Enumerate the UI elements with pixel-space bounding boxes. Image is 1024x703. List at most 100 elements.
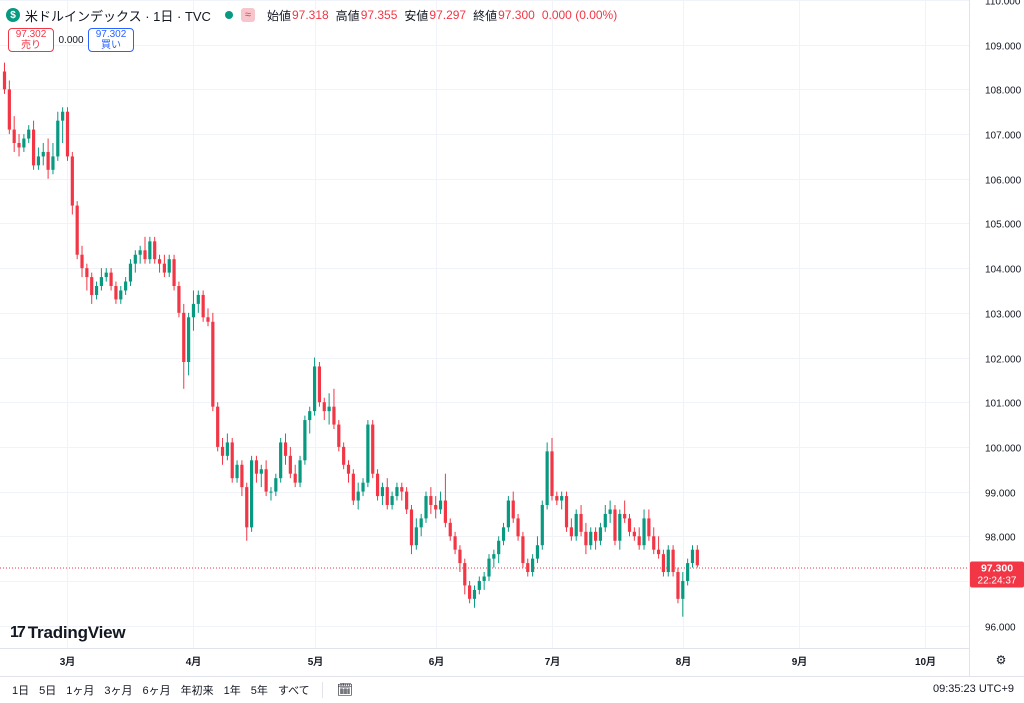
candle-body <box>671 549 675 573</box>
symbol-title[interactable]: 米ドルインデックス · 1日 · TVC <box>25 8 211 24</box>
candle-body <box>177 286 181 313</box>
candle-body <box>36 156 41 166</box>
candle-body <box>681 580 685 599</box>
candle-body <box>167 259 171 273</box>
candle <box>327 393 331 425</box>
candle-body <box>686 563 690 581</box>
last-price-value: 97.300 <box>981 563 1013 575</box>
candle-body <box>468 585 472 599</box>
candle <box>153 236 157 264</box>
candle-body <box>153 241 157 260</box>
candle <box>61 107 65 144</box>
candle <box>211 312 215 412</box>
candle <box>225 433 229 461</box>
candle-body <box>230 442 234 479</box>
approx-data-icon[interactable]: ≈ <box>240 8 255 22</box>
range-button-3m[interactable]: 3ヶ月 <box>104 685 133 697</box>
candle-body <box>114 286 118 300</box>
candle-body <box>240 464 244 488</box>
candle <box>666 545 670 577</box>
candle-body <box>187 317 191 362</box>
candle-body <box>225 442 229 456</box>
candle-body <box>676 572 680 599</box>
price-tick-label: 99.000 <box>985 489 1016 500</box>
candle-body <box>61 111 65 121</box>
candle-body <box>506 500 510 528</box>
dollar-symbol-icon: $ <box>6 8 20 22</box>
candle-body <box>613 509 617 541</box>
range-button-1d[interactable]: 1日 <box>12 685 30 697</box>
candle <box>361 478 365 497</box>
candle <box>317 361 322 407</box>
time-tick-label: 7月 <box>545 656 561 668</box>
low-label: 安値 <box>404 8 429 23</box>
candle-body <box>385 487 389 505</box>
candle <box>308 406 312 434</box>
candle <box>453 531 457 555</box>
range-button-5y[interactable]: 5年 <box>250 685 268 697</box>
range-button-ytd[interactable]: 年初来 <box>180 685 214 697</box>
candle <box>511 491 515 523</box>
candle-body <box>419 518 423 528</box>
axis-settings-icon[interactable]: ⚙ <box>995 653 1007 667</box>
candle-body <box>516 518 520 537</box>
candle <box>128 259 133 287</box>
candle-body <box>22 138 26 148</box>
candle <box>177 281 181 318</box>
candle-body <box>99 277 103 287</box>
candle <box>482 572 486 590</box>
candle-body <box>312 366 317 412</box>
range-button-1m[interactable]: 1ヶ月 <box>66 685 95 697</box>
candle <box>477 576 481 595</box>
price-tick-label: 108.000 <box>985 86 1022 97</box>
candle-body <box>531 558 535 573</box>
candle <box>303 415 307 465</box>
candle-body <box>598 527 603 541</box>
clock-timezone[interactable]: 09:35:23 UTC+9 <box>932 683 1014 695</box>
price-tick-label: 104.000 <box>985 265 1022 276</box>
time-tick-label: 9月 <box>792 656 808 668</box>
range-button-6m[interactable]: 6ヶ月 <box>142 685 171 697</box>
candle <box>119 286 123 304</box>
price-chart[interactable]: 96.00097.00098.00099.000100.000101.00010… <box>0 0 1024 676</box>
candle <box>172 254 176 291</box>
time-tick-label: 8月 <box>676 656 692 668</box>
candle-body <box>405 491 409 510</box>
price-tick-label: 98.000 <box>985 533 1016 544</box>
time-axis[interactable]: 3月 4月 5月 6月 7月 8月 9月 10月 <box>60 656 936 668</box>
candle-body <box>128 263 133 282</box>
candle-body <box>647 518 651 537</box>
candle-body <box>342 446 346 465</box>
price-axis[interactable]: 96.00097.00098.00099.000100.000101.00010… <box>985 0 1022 634</box>
sell-button[interactable]: 97.302 売り <box>8 28 54 52</box>
candle-body <box>65 111 70 157</box>
range-button-1y[interactable]: 1年 <box>223 685 241 697</box>
candle-body <box>85 268 89 278</box>
candle-body <box>27 129 31 139</box>
candle <box>647 509 651 541</box>
range-button-all[interactable]: すべて <box>277 685 310 697</box>
candle <box>249 455 254 532</box>
tradingview-logo-text: TradingView <box>27 623 126 642</box>
candle <box>245 482 249 541</box>
candle-body <box>303 420 307 461</box>
range-button-5d[interactable]: 5日 <box>39 685 57 697</box>
candle <box>409 504 414 555</box>
candle <box>235 460 239 483</box>
market-status-icon[interactable] <box>224 11 233 19</box>
time-tick-label: 5月 <box>308 656 324 668</box>
candle-body <box>424 496 428 519</box>
candle <box>671 545 675 577</box>
candle-body <box>690 549 695 564</box>
calendar-icon[interactable]: 🗓 <box>336 682 354 697</box>
candle-body <box>259 469 263 474</box>
tradingview-logo[interactable]: 17 TradingView <box>10 623 126 643</box>
candle-body <box>157 259 162 264</box>
candle-body <box>235 464 239 479</box>
candle-body <box>409 509 414 546</box>
candle <box>356 482 360 510</box>
candle <box>298 455 302 488</box>
candle <box>686 558 690 586</box>
candle-body <box>366 424 370 483</box>
buy-button[interactable]: 97.302 買い <box>88 28 134 52</box>
